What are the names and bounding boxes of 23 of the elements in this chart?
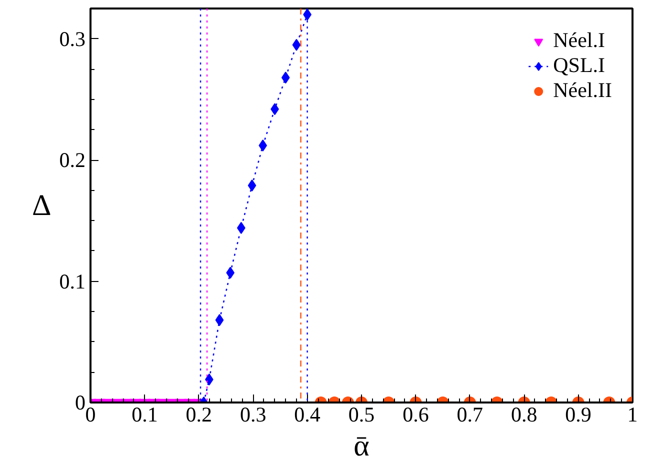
x-tick-label: 0.1 (132, 402, 158, 426)
x-tick-label: 0.2 (186, 402, 212, 426)
y-axis-title: Δ (32, 189, 52, 222)
point (292, 38, 301, 51)
x-tick-label: 0.4 (294, 402, 321, 426)
legend-label: Néel.II (553, 78, 612, 103)
y-tick-label: 0.1 (59, 269, 86, 294)
y-tick-label: 0.3 (59, 26, 86, 51)
x-tick-label: 0.7 (456, 402, 484, 426)
x-tick-label: 0.6 (402, 402, 429, 426)
x-tick-label: 1 (627, 402, 638, 426)
x-tick-label: 0.8 (510, 402, 538, 426)
y-tick-label: 0.2 (59, 148, 86, 172)
point (226, 266, 235, 279)
point (258, 139, 268, 152)
point (248, 179, 256, 192)
x-axis-title: ᾱ (354, 430, 370, 462)
x-tick-label: 0.5 (348, 402, 375, 426)
x-tick-label: 0.3 (240, 402, 266, 426)
legend-label: Néel.I (553, 28, 605, 53)
point (281, 72, 290, 84)
x-tick-label: 0.9 (565, 402, 592, 426)
legend-label: QSL.I (553, 53, 606, 78)
